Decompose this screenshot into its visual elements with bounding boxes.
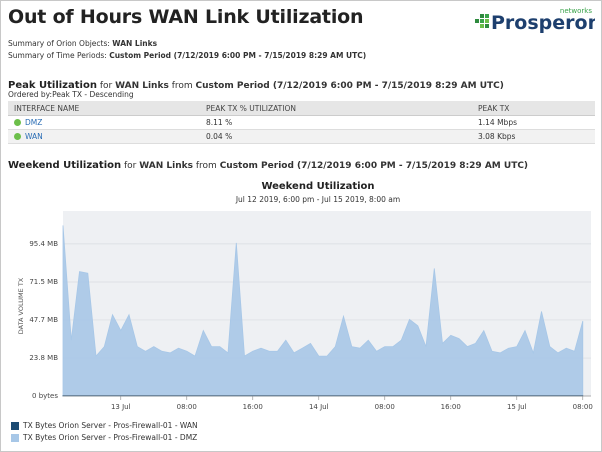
y-tick-label: 0 bytes bbox=[32, 392, 58, 400]
summary-value: Custom Period (7/12/2019 6:00 PM - 7/15/… bbox=[109, 51, 367, 60]
x-tick-label: 08:00 bbox=[573, 403, 593, 411]
x-tick-label: 08:00 bbox=[375, 403, 395, 411]
legend-swatch bbox=[11, 422, 19, 430]
y-tick-label: 95.4 MB bbox=[29, 240, 58, 248]
logo: Prosperon networks bbox=[471, 7, 595, 33]
logo-graphic: Prosperon networks bbox=[475, 7, 595, 33]
report-title: Out of Hours WAN Link Utilization bbox=[8, 6, 364, 28]
column-header: PEAK TX % UTILIZATION bbox=[200, 101, 472, 116]
table-cell: DMZ bbox=[8, 115, 200, 130]
status-icon bbox=[14, 119, 21, 126]
y-tick-label: 47.7 MB bbox=[29, 316, 58, 324]
ordered-by: Ordered by:Peak TX - Descending bbox=[8, 90, 134, 99]
interface-link[interactable]: WAN bbox=[25, 132, 43, 141]
heading-period: Custom Period (7/12/2019 6:00 PM - 7/15/… bbox=[195, 81, 504, 91]
logo-square bbox=[480, 14, 484, 18]
section-heading: Peak Utilization for WAN Links from Cust… bbox=[8, 80, 504, 91]
interface-link[interactable]: DMZ bbox=[25, 118, 43, 127]
heading-text: Peak Utilization bbox=[8, 80, 97, 91]
table-cell: 8.11 % bbox=[200, 115, 472, 130]
peak-table: INTERFACE NAME PEAK TX % UTILIZATION PEA… bbox=[8, 101, 595, 144]
heading-objects: WAN Links bbox=[139, 161, 193, 171]
legend-swatch bbox=[11, 434, 19, 442]
heading-word: for bbox=[124, 161, 137, 171]
section-heading: Weekend Utilization for WAN Links from C… bbox=[8, 160, 528, 171]
heading-text: Weekend Utilization bbox=[8, 160, 122, 171]
heading-objects: WAN Links bbox=[115, 81, 169, 91]
x-tick-label: 16:00 bbox=[441, 403, 461, 411]
heading-word: for bbox=[99, 81, 113, 91]
heading-period: Custom Period (7/12/2019 6:00 PM - 7/15/… bbox=[219, 161, 529, 171]
logo-square bbox=[485, 14, 489, 18]
y-tick-label: 71.5 MB bbox=[29, 278, 58, 286]
summary-line: Summary of Orion Objects: WAN Links bbox=[8, 39, 157, 48]
chart-title: Weekend Utilization bbox=[261, 181, 374, 192]
heading-word: from bbox=[171, 81, 193, 91]
logo-square bbox=[480, 24, 484, 28]
column-header: PEAK TX bbox=[472, 101, 595, 116]
legend-label: TX Bytes Orion Server - Pros-Firewall-01… bbox=[22, 433, 197, 442]
table-row: WAN 0.04 % 3.08 Kbps bbox=[8, 129, 595, 144]
logo-tag: networks bbox=[560, 7, 592, 15]
logo-square bbox=[480, 19, 484, 23]
summary-line: Summary of Time Periods: Custom Period (… bbox=[8, 51, 366, 60]
table-header: INTERFACE NAME PEAK TX % UTILIZATION PEA… bbox=[8, 101, 595, 116]
legend-label: TX Bytes Orion Server - Pros-Firewall-01… bbox=[22, 421, 198, 430]
summary-label: Summary of Orion Objects: bbox=[8, 39, 110, 48]
table-cell: 1.14 Mbps bbox=[472, 115, 595, 130]
logo-square bbox=[485, 19, 489, 23]
table-cell: 3.08 Kbps bbox=[472, 129, 595, 144]
logo-square bbox=[475, 19, 479, 23]
x-tick-label: 13 Jul bbox=[111, 403, 131, 411]
logo-square bbox=[485, 24, 489, 28]
table-row: DMZ 8.11 % 1.14 Mbps bbox=[8, 115, 595, 130]
x-tick-label: 15 Jul bbox=[507, 403, 527, 411]
column-header: INTERFACE NAME bbox=[8, 101, 200, 116]
y-tick-label: 23.8 MB bbox=[29, 354, 58, 362]
heading-word: from bbox=[195, 161, 217, 171]
table-cell: WAN bbox=[8, 129, 200, 144]
x-tick-label: 14 Jul bbox=[309, 403, 329, 411]
status-icon bbox=[14, 133, 21, 140]
logo-text: Prosperon bbox=[491, 12, 595, 33]
summary-value: WAN Links bbox=[112, 39, 158, 48]
y-axis-label: DATA VOLUME TX bbox=[17, 277, 25, 334]
summary-label: Summary of Time Periods: bbox=[8, 51, 107, 60]
x-tick-label: 16:00 bbox=[243, 403, 263, 411]
chart-subtitle: Jul 12 2019, 6:00 pm - Jul 15 2019, 8:00… bbox=[235, 195, 400, 204]
chart: Weekend Utilization Jul 12 2019, 6:00 pm… bbox=[11, 181, 593, 442]
table-cell: 0.04 % bbox=[200, 129, 472, 144]
x-tick-label: 08:00 bbox=[177, 403, 197, 411]
area bbox=[62, 225, 584, 397]
